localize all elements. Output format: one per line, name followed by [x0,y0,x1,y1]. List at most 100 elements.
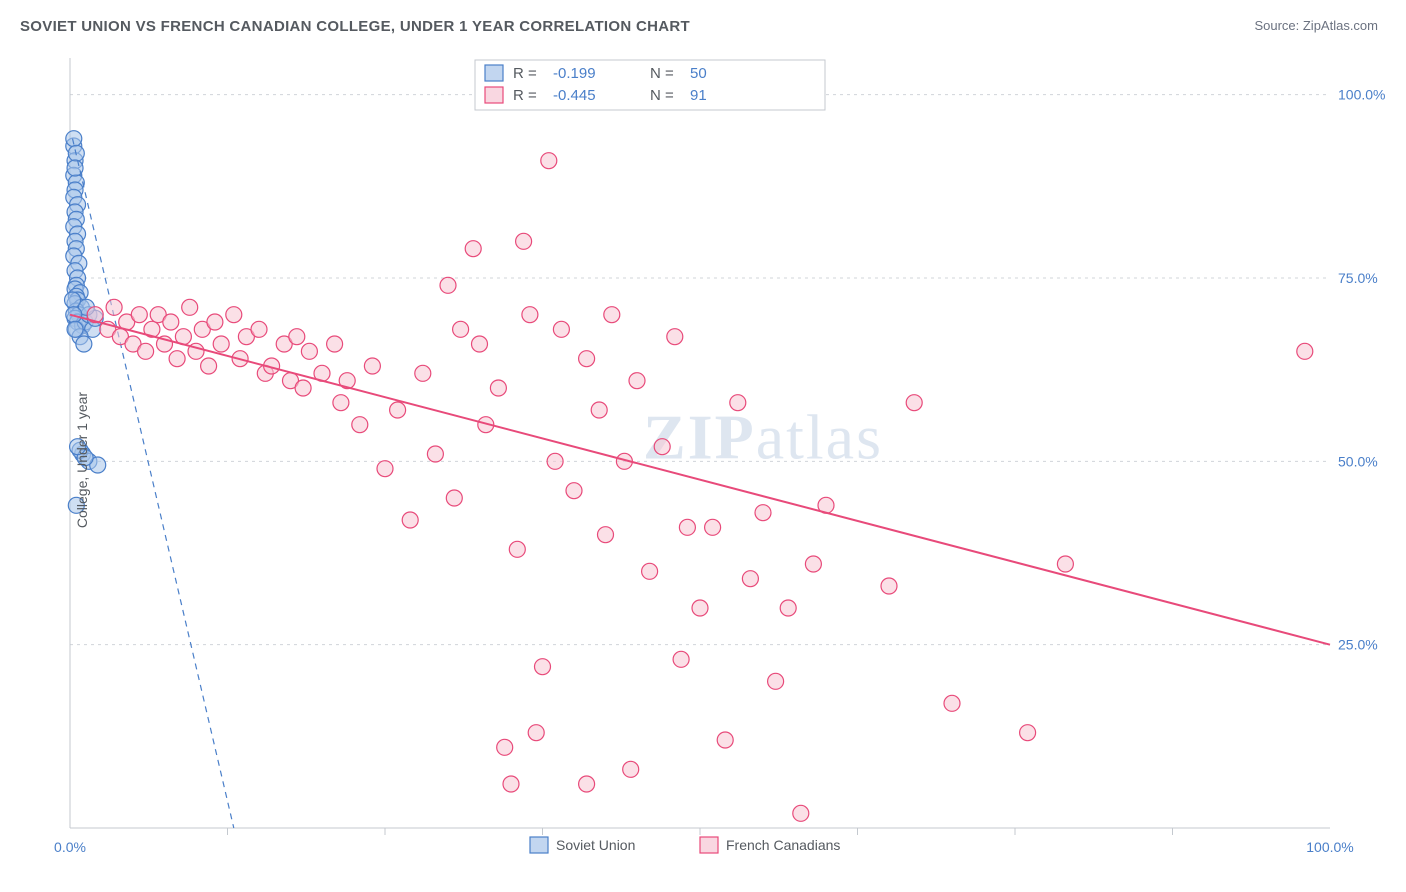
stats-n-value: 50 [690,65,707,82]
data-point [472,336,488,352]
data-point [497,739,513,755]
chart-container: College, Under 1 year 25.0% 50.0% 75.0% 100… [20,48,1386,872]
data-point [742,571,758,587]
data-point [65,292,81,308]
data-point [629,373,645,389]
data-point [673,651,689,667]
data-point [446,490,462,506]
stats-n-label: N = [650,87,674,104]
y-tick-label: 50.0% [1338,453,1378,469]
data-point [944,695,960,711]
y-tick-label: 100.0% [1338,87,1385,103]
data-point [138,343,154,359]
data-point [106,299,122,315]
data-point [509,541,525,557]
stats-swatch [485,65,503,81]
data-point [535,659,551,675]
data-point [301,343,317,359]
stats-r-value: -0.199 [553,65,596,82]
data-point [528,725,544,741]
legend-swatch [530,837,548,853]
data-point [333,395,349,411]
data-point [169,351,185,367]
scatter-chart: 25.0% 50.0% 75.0% 100.0% 0.0% 100.0% ZIPatlas R… [20,48,1386,872]
data-point [503,776,519,792]
data-point [131,307,147,323]
data-point [692,600,708,616]
source-prefix: Source: [1254,18,1302,33]
x-tick-label-min: 0.0% [54,839,86,855]
stats-r-label: R = [513,65,537,82]
data-point [906,395,922,411]
data-point [76,336,92,352]
data-point [182,299,198,315]
data-point [402,512,418,528]
data-point [579,776,595,792]
data-point [541,153,557,169]
data-point [730,395,746,411]
data-point [1020,725,1036,741]
data-point [1297,343,1313,359]
data-point [793,805,809,821]
stats-swatch [485,87,503,103]
y-axis-label: College, Under 1 year [74,392,90,528]
data-point [67,321,83,337]
data-point [1057,556,1073,572]
stats-n-value: 91 [690,87,707,104]
data-point [207,314,223,330]
data-point [201,358,217,374]
data-point [805,556,821,572]
data-point [465,241,481,257]
data-point [213,336,229,352]
data-point [566,483,582,499]
data-point [522,307,538,323]
data-point [717,732,733,748]
legend-label: Soviet Union [556,837,635,853]
data-point [440,277,456,293]
data-point [516,233,532,249]
data-point [163,314,179,330]
data-point [390,402,406,418]
data-point [490,380,506,396]
data-point [427,446,443,462]
data-point [679,519,695,535]
data-point [327,336,343,352]
data-point [768,673,784,689]
data-point [654,439,670,455]
y-tick-label: 75.0% [1338,270,1378,286]
x-tick-label-max: 100.0% [1306,839,1353,855]
stats-n-label: N = [650,65,674,82]
data-point [251,321,267,337]
data-point [755,505,771,521]
data-point [547,453,563,469]
source-link[interactable]: ZipAtlas.com [1303,18,1378,33]
data-point [289,329,305,345]
data-point [780,600,796,616]
data-point [604,307,620,323]
stats-r-value: -0.445 [553,87,596,104]
data-point [364,358,380,374]
data-point [226,307,242,323]
data-point [295,380,311,396]
chart-title: SOVIET UNION VS FRENCH CANADIAN COLLEGE,… [20,18,690,35]
trend-line [70,315,1330,645]
legend-label: French Canadians [726,837,840,853]
data-point [352,417,368,433]
legend-swatch [700,837,718,853]
data-point [642,563,658,579]
data-point [553,321,569,337]
data-point [705,519,721,535]
source-attribution: Source: ZipAtlas.com [1254,18,1378,33]
stats-r-label: R = [513,87,537,104]
data-point [598,527,614,543]
data-point [623,761,639,777]
data-point [667,329,683,345]
data-point [881,578,897,594]
data-point [591,402,607,418]
trend-line [73,139,234,828]
y-tick-label: 25.0% [1338,637,1378,653]
data-point [415,365,431,381]
watermark: ZIPatlas [643,401,883,472]
data-point [453,321,469,337]
data-point [579,351,595,367]
